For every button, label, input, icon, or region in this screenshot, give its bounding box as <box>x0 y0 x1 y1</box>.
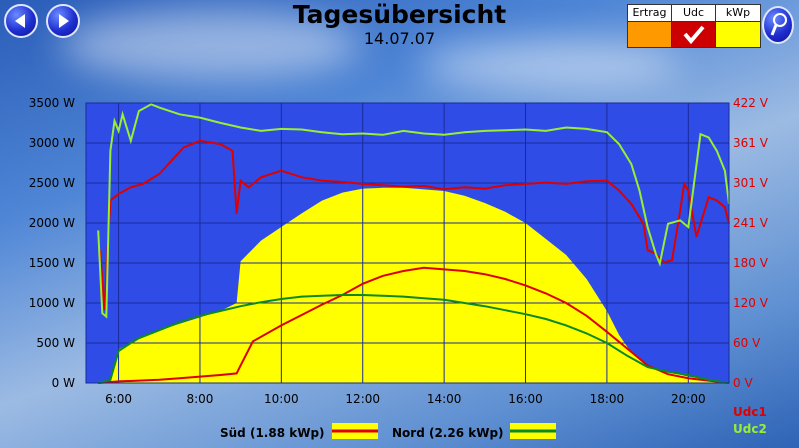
mode-udc-button[interactable]: Udc <box>672 5 716 47</box>
y-tick-label-left: 0 W <box>52 376 75 390</box>
series-line-nord <box>97 294 730 384</box>
plot-border <box>85 102 730 384</box>
x-tick-label: 12:00 <box>345 392 380 406</box>
series-line-udc1 <box>99 139 730 311</box>
prev-day-button[interactable] <box>4 4 38 38</box>
y-tick-label-right: 120 V <box>733 296 769 310</box>
x-tick-label: 14:00 <box>427 392 462 406</box>
y-tick-label-right: 301 V <box>733 176 769 190</box>
x-tick-label: 10:00 <box>264 392 299 406</box>
y-tick-label-left: 3000 W <box>29 136 75 150</box>
mode-label: kWp <box>716 5 760 22</box>
mode-swatch <box>716 22 760 47</box>
arrow-left-icon <box>15 14 25 28</box>
arrow-right-icon <box>59 14 69 28</box>
next-day-button[interactable] <box>46 4 80 38</box>
x-tick-label: 20:00 <box>671 392 706 406</box>
y-tick-label-right: 60 V <box>733 336 761 350</box>
y-tick-label-left: 3500 W <box>29 96 75 110</box>
magnifier-icon <box>770 13 787 36</box>
page-date: 14.07.07 <box>363 29 436 48</box>
y-tick-label-left: 2000 W <box>29 216 75 230</box>
mode-swatch <box>672 22 716 47</box>
mode-kwp-button[interactable]: kWp <box>716 5 760 47</box>
mode-label: Udc <box>672 5 716 22</box>
total-power-area <box>98 187 729 383</box>
x-tick-label: 6:00 <box>105 392 132 406</box>
y-tick-label-right: 422 V <box>733 96 769 110</box>
info-button[interactable] <box>762 6 794 44</box>
background-cloud <box>60 10 360 80</box>
x-tick-label: 16:00 <box>508 392 543 406</box>
page-title: Tagesübersicht <box>292 0 507 29</box>
voltage-legend-label: Udc1 <box>733 405 767 419</box>
checkmark-icon <box>683 25 705 45</box>
mode-ertrag-button[interactable]: Ertrag <box>628 5 672 47</box>
background-cloud <box>420 40 680 90</box>
x-tick-label: 8:00 <box>186 392 213 406</box>
y-tick-label-right: 0 V <box>733 376 753 390</box>
y-tick-label-right: 361 V <box>733 136 769 150</box>
mode-swatch <box>628 22 672 47</box>
y-tick-label-left: 2500 W <box>29 176 75 190</box>
series-line-süd <box>98 266 730 384</box>
legend-label: Süd (1.88 kWp) <box>220 426 325 440</box>
mode-label: Ertrag <box>628 5 672 22</box>
y-tick-label-left: 1000 W <box>29 296 75 310</box>
series-line-udc2 <box>97 103 730 319</box>
legend-label: Nord (2.26 kWp) <box>392 426 504 440</box>
voltage-legend-label: Udc2 <box>733 422 767 436</box>
y-tick-label-left: 500 W <box>36 336 75 350</box>
y-tick-label-left: 1500 W <box>29 256 75 270</box>
y-tick-label-right: 241 V <box>733 216 769 230</box>
x-tick-label: 18:00 <box>590 392 625 406</box>
view-mode-selector: Ertrag Udc kWp <box>627 4 761 48</box>
y-tick-label-right: 180 V <box>733 256 769 270</box>
